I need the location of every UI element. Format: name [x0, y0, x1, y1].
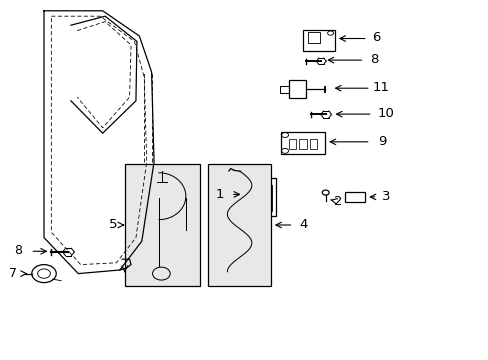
Bar: [281, 132, 325, 154]
Text: 1: 1: [215, 188, 224, 201]
Text: 8: 8: [369, 53, 378, 66]
Bar: [249, 187, 258, 207]
Bar: [344, 192, 365, 202]
Bar: [303, 30, 334, 51]
Text: 4: 4: [298, 219, 307, 231]
Bar: [261, 185, 271, 211]
Bar: [124, 164, 200, 286]
Text: 3: 3: [381, 190, 390, 203]
Text: 5: 5: [109, 219, 118, 231]
Text: 7: 7: [9, 267, 17, 280]
Bar: [288, 80, 305, 98]
Bar: [279, 86, 288, 93]
Bar: [244, 178, 276, 216]
Text: 10: 10: [377, 107, 394, 120]
Bar: [309, 139, 317, 149]
Bar: [288, 139, 295, 149]
Text: 9: 9: [377, 135, 386, 148]
Text: 2: 2: [333, 195, 342, 208]
Bar: [299, 139, 306, 149]
Text: 11: 11: [372, 81, 389, 94]
Text: 8: 8: [15, 244, 22, 257]
Bar: [207, 164, 271, 286]
Bar: [307, 32, 320, 43]
Circle shape: [322, 190, 328, 195]
Text: 6: 6: [371, 31, 380, 44]
